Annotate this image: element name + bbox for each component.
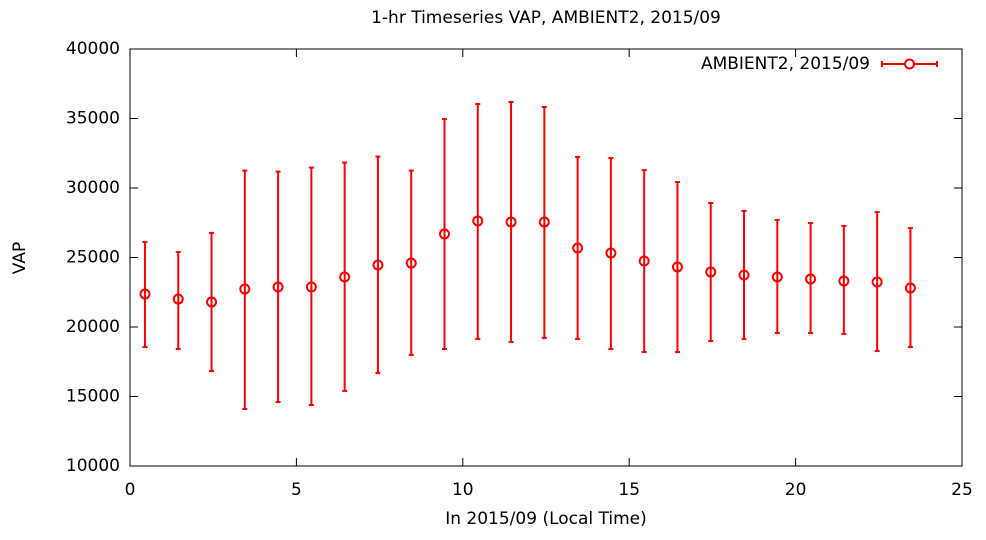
point: [438, 228, 450, 240]
x-tick-label: 20: [785, 480, 807, 500]
plot-frame: [129, 48, 963, 467]
point: [538, 216, 550, 228]
x-tick-label: 15: [618, 480, 640, 500]
point: [904, 282, 916, 294]
legend-label: AMBIENT2, 2015/09: [701, 54, 870, 74]
point: [572, 242, 584, 254]
y-tick-label: 15000: [66, 387, 120, 407]
x-tick-label: 25: [951, 480, 973, 500]
x-axis-label: In 2015/09 (Local Time): [445, 509, 647, 529]
chart-title: 1-hr Timeseries VAP, AMBIENT2, 2015/09: [371, 8, 721, 28]
x-tick-label: 0: [125, 480, 136, 500]
y-tick-label: 35000: [66, 109, 120, 129]
point: [771, 271, 783, 283]
y-axis-label: VAP: [10, 242, 30, 274]
point: [139, 288, 151, 300]
point: [638, 255, 650, 267]
y-tick-label: 30000: [66, 178, 120, 198]
point: [239, 283, 251, 295]
point: [472, 215, 484, 227]
point: [206, 296, 218, 308]
point: [705, 266, 717, 278]
point: [339, 271, 351, 283]
point: [405, 257, 417, 269]
point: [172, 293, 184, 305]
legend-symbol: [904, 58, 915, 70]
x-tick-label: 5: [291, 480, 302, 500]
y-tick-label: 40000: [66, 39, 120, 59]
point: [505, 216, 517, 228]
y-tick-label: 10000: [66, 456, 120, 476]
point: [738, 269, 750, 281]
y-tick-label: 25000: [66, 248, 120, 268]
y-tick-label: 20000: [66, 317, 120, 337]
point: [372, 259, 384, 271]
point: [838, 275, 850, 287]
point: [305, 281, 317, 293]
point: [272, 281, 284, 293]
point: [671, 261, 683, 273]
point: [805, 273, 817, 285]
point: [605, 247, 617, 259]
x-tick-label: 10: [452, 480, 474, 500]
point: [871, 276, 883, 288]
